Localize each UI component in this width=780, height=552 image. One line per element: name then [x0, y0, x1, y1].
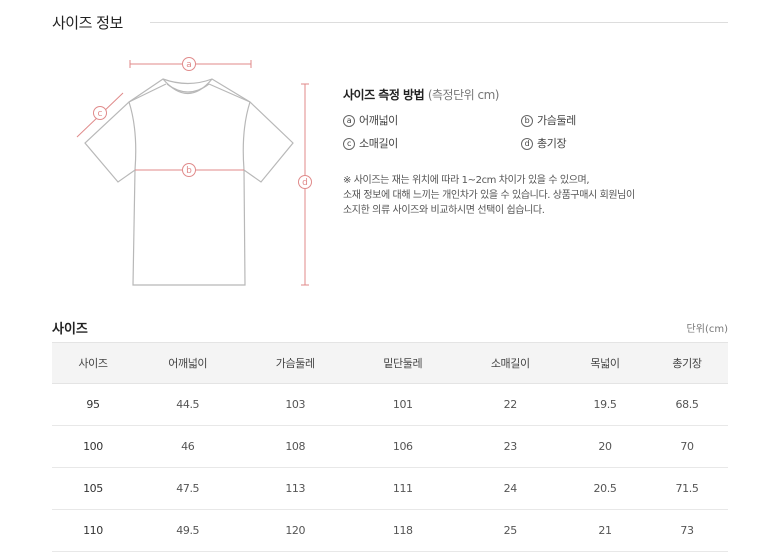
table-cell: 23 [456, 425, 565, 468]
table-cell: 73 [645, 509, 728, 552]
table-cell: 95 [52, 383, 134, 426]
column-header: 사이즈 [52, 342, 134, 384]
label-a: a [186, 60, 192, 70]
table-header-row: 사이즈 어깨넓이 가슴둘레 밑단둘레 소매길이 목넓이 총기장 [52, 342, 728, 384]
table-cell: 111 [348, 467, 457, 510]
table-cell: 25 [456, 509, 565, 552]
guide-title: 사이즈 측정 방법 (측정단위 cm) [343, 88, 500, 102]
table-cell: 24 [456, 467, 565, 510]
table-cell: 44.5 [133, 383, 242, 426]
label-d: d [302, 178, 308, 188]
table-cell: 113 [241, 467, 349, 510]
page-title: 사이즈 정보 [52, 14, 123, 32]
column-header: 목넓이 [564, 342, 646, 384]
table-cell: 106 [348, 425, 457, 468]
tshirt-diagram: a b c d [76, 57, 312, 286]
legend-item: c 소매길이 [343, 135, 521, 151]
table-row: 105 47.5 113 111 24 20.5 71.5 [52, 467, 728, 510]
column-header: 총기장 [645, 342, 728, 384]
table-cell: 21 [564, 509, 646, 552]
label-c: c [98, 109, 103, 119]
table-cell: 68.5 [645, 383, 728, 426]
table-cell: 47.5 [133, 467, 242, 510]
table-cell: 118 [348, 509, 457, 552]
legend-item: d 총기장 [521, 135, 671, 151]
table-cell: 46 [133, 425, 242, 468]
table-row: 110 49.5 120 118 25 21 73 [52, 509, 728, 552]
table-row: 100 46 108 106 23 20 70 [52, 425, 728, 468]
table-cell: 105 [52, 467, 134, 510]
legend-item: b 가슴둘레 [521, 112, 671, 128]
table-cell: 108 [241, 425, 349, 468]
table-cell: 71.5 [645, 467, 728, 510]
column-header: 밑단둘레 [348, 342, 457, 384]
legend: a 어깨넓이 b 가슴둘레 c 소매길이 d 총기장 [343, 112, 673, 151]
table-cell: 20 [564, 425, 646, 468]
label-c-marker [93, 106, 107, 120]
label-a-marker [182, 57, 196, 71]
table-cell: 22 [456, 383, 565, 426]
table-cell: 110 [52, 509, 134, 552]
label-d-marker [298, 175, 312, 189]
guide-unit: (측정단위 cm) [427, 88, 500, 102]
column-header: 가슴둘레 [241, 342, 349, 384]
size-table-unit: 단위(cm) [686, 324, 728, 335]
table-row: 95 44.5 103 101 22 19.5 68.5 [52, 383, 728, 426]
table-cell: 103 [241, 383, 349, 426]
tshirt-outline [84, 78, 294, 286]
table-cell: 70 [645, 425, 728, 468]
table-cell: 49.5 [133, 509, 242, 552]
column-header: 소매길이 [456, 342, 565, 384]
table-cell: 120 [241, 509, 349, 552]
label-b-marker [182, 163, 196, 177]
divider [150, 22, 728, 23]
size-table-title: 사이즈 [52, 322, 88, 337]
table-cell: 20.5 [564, 467, 646, 510]
table-cell: 19.5 [564, 383, 646, 426]
label-b: b [186, 166, 192, 176]
table-cell: 101 [348, 383, 457, 426]
size-table: 사이즈 어깨넓이 가슴둘레 밑단둘레 소매길이 목넓이 총기장 95 44.5 103 101 22… [52, 342, 728, 552]
measurement-note: ※ 사이즈는 재는 위치에 따라 1~2cm 차이가 있을 수 있으며, 소재 정… [343, 175, 635, 216]
legend-item: a 어깨넓이 [343, 112, 521, 128]
table-cell: 100 [52, 425, 134, 468]
column-header: 어깨넓이 [133, 342, 242, 384]
